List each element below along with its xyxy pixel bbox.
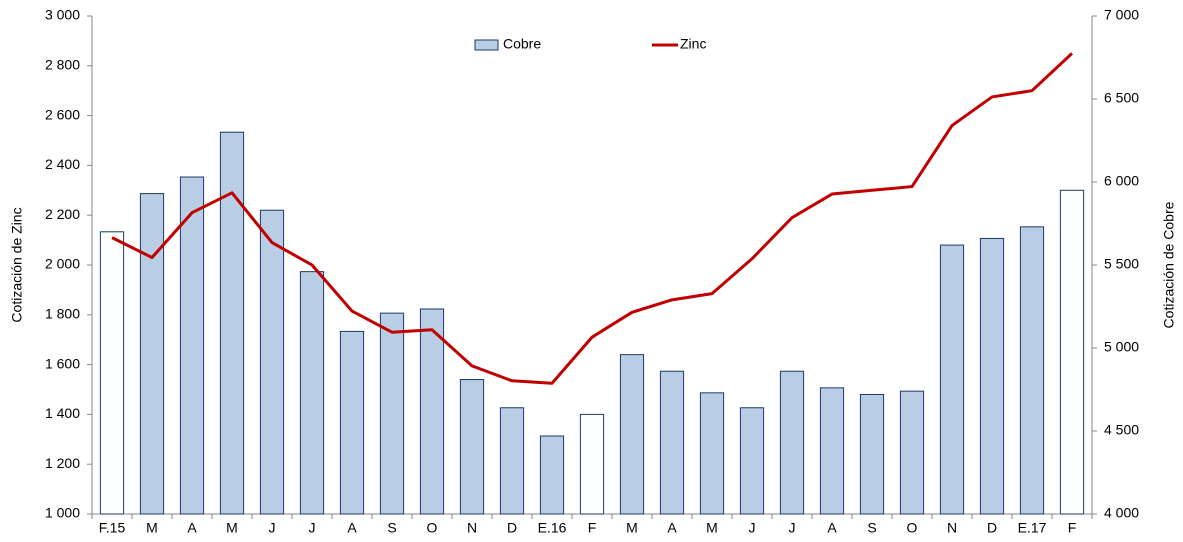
bar: [979, 237, 1005, 515]
bar: [779, 370, 805, 515]
x-tick-label: A: [347, 520, 357, 536]
bar: [499, 407, 525, 515]
bar: [259, 209, 285, 515]
x-tick-label: S: [867, 520, 876, 536]
x-tick-label: M: [706, 520, 718, 536]
bar: [459, 379, 485, 515]
x-tick-label: F: [588, 520, 597, 536]
x-tick-label: A: [827, 520, 837, 536]
bar: [739, 407, 765, 515]
x-tick-label: N: [467, 520, 477, 536]
x-tick-label: F.15: [99, 520, 126, 536]
x-tick-label: S: [387, 520, 396, 536]
bar: [299, 271, 325, 515]
x-tick-label: O: [427, 520, 438, 536]
y-tick-label: 1 800: [45, 306, 80, 322]
y2-tick-label: 6 000: [1104, 173, 1139, 189]
x-tick-label: M: [626, 520, 638, 536]
y-tick-label: 1 000: [45, 505, 80, 521]
y2-tick-label: 6 500: [1104, 90, 1139, 106]
x-tick-label: E.17: [1018, 520, 1047, 536]
y-tick-label: 2 400: [45, 156, 80, 172]
bar: [419, 308, 445, 515]
x-tick-label: J: [749, 520, 756, 536]
bar: [939, 244, 965, 515]
bar: [619, 354, 645, 515]
x-tick-label: A: [667, 520, 677, 536]
bar: [539, 435, 565, 515]
bar: [179, 176, 205, 515]
x-tick-label: N: [947, 520, 957, 536]
y-tick-label: 1 200: [45, 455, 80, 471]
y2-tick-label: 5 500: [1104, 256, 1139, 272]
x-tick-label: D: [987, 520, 997, 536]
x-tick-label: J: [269, 520, 276, 536]
bar: [1059, 189, 1085, 515]
bar: [659, 370, 685, 515]
bar: [339, 330, 365, 515]
legend-label: Cobre: [503, 36, 541, 52]
bar: [219, 131, 245, 515]
bar: [699, 392, 725, 515]
y-tick-label: 1 600: [45, 355, 80, 371]
x-tick-label: O: [907, 520, 918, 536]
y2-axis-label: Cotización de Cobre: [1161, 201, 1177, 328]
bar: [99, 231, 125, 515]
y-axis-label: Cotización de Zinc: [9, 207, 25, 322]
y-tick-label: 2 200: [45, 206, 80, 222]
x-tick-label: J: [789, 520, 796, 536]
x-tick-label: D: [507, 520, 517, 536]
y2-tick-label: 4 000: [1104, 505, 1139, 521]
bar: [379, 312, 405, 515]
legend-swatch: [474, 39, 499, 51]
y-tick-label: 2 600: [45, 106, 80, 122]
bar: [579, 413, 605, 515]
y-tick-label: 1 400: [45, 405, 80, 421]
x-tick-label: E.16: [538, 520, 567, 536]
bar: [899, 390, 925, 515]
y2-tick-label: 7 000: [1104, 7, 1139, 23]
x-tick-label: M: [146, 520, 158, 536]
line: [111, 52, 1074, 385]
x-tick-label: F: [1068, 520, 1077, 536]
y-tick-label: 3 000: [45, 7, 80, 23]
y2-tick-label: 4 500: [1104, 422, 1139, 438]
y2-tick-label: 5 000: [1104, 339, 1139, 355]
x-tick-label: M: [226, 520, 238, 536]
bar: [819, 387, 845, 515]
y-tick-label: 2 000: [45, 256, 80, 272]
bar: [859, 393, 885, 515]
y-tick-label: 2 800: [45, 57, 80, 73]
bar: [1019, 226, 1045, 515]
legend-label: Zinc: [680, 36, 706, 52]
bar: [139, 193, 165, 515]
x-tick-label: A: [187, 520, 197, 536]
x-tick-label: J: [309, 520, 316, 536]
